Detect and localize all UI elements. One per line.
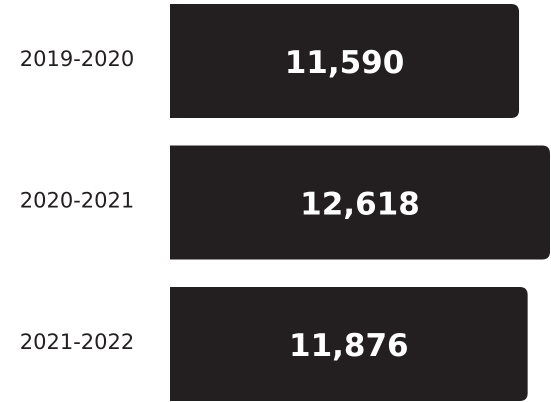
value-label: 11,876 (289, 328, 409, 364)
category-label: 2019-2020 (20, 47, 134, 71)
value-label: 12,618 (300, 187, 420, 223)
bar (170, 4, 520, 118)
bar (170, 145, 550, 260)
bar (170, 287, 528, 401)
value-label: 11,590 (285, 45, 405, 81)
category-label: 2020-2021 (20, 189, 134, 213)
category-label: 2021-2022 (20, 330, 134, 354)
